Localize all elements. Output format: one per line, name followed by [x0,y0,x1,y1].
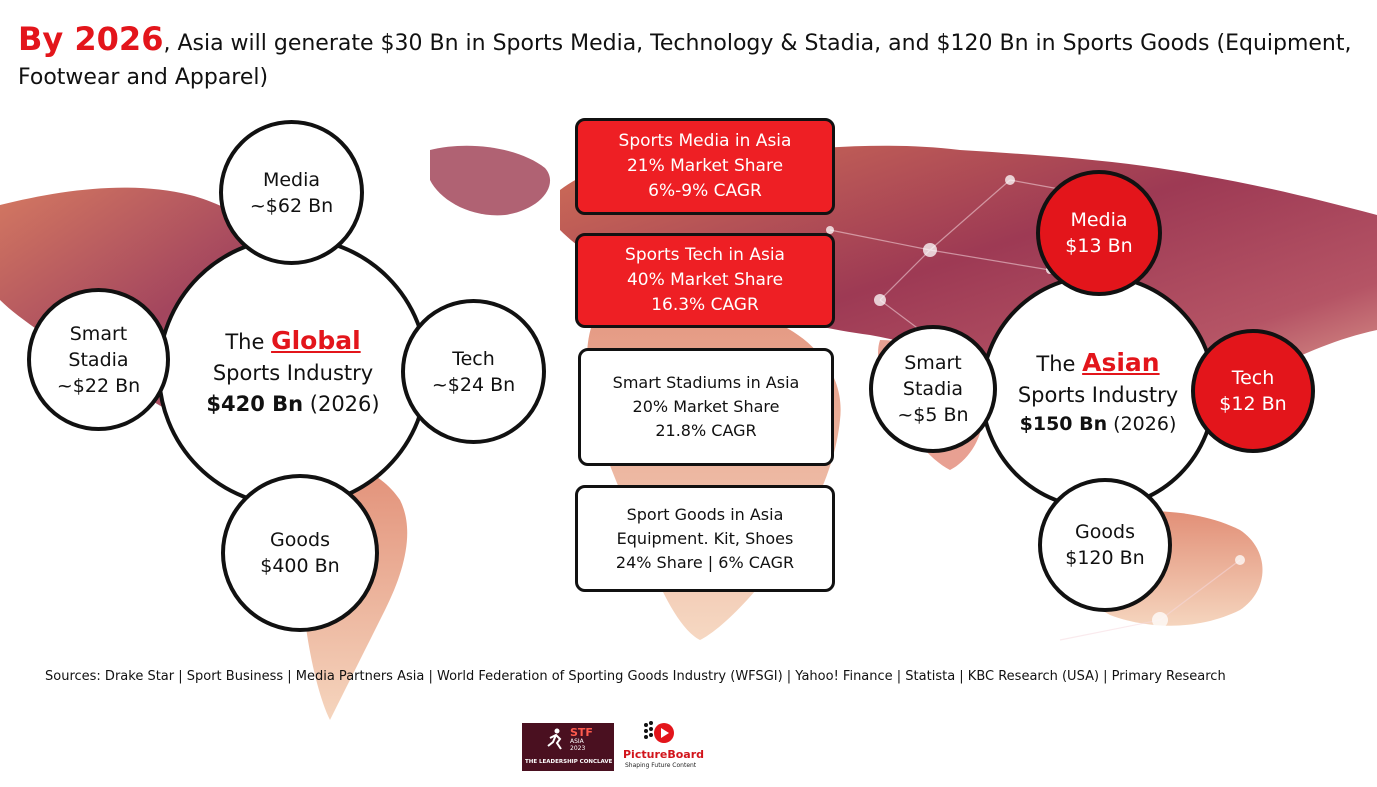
asian-goods-label: Goods [1075,521,1135,543]
global-total-value: $420 Bn [206,391,304,416]
box-sports-media-asia: Sports Media in Asia 21% Market Share 6%-9… [575,118,835,215]
global-goods-value: $400 Bn [260,555,340,577]
page-title: By 2026, Asia will generate $30 Bn in Sp… [18,22,1363,95]
play-dots-icon [644,721,674,743]
asian-media-circle: Media $13 Bn [1036,170,1162,296]
pictureboard-tagline: Shaping Future Content [625,762,697,769]
global-tech-circle: Tech ~$24 Bn [401,299,546,444]
global-stadia-value: ~$22 Bn [56,374,141,397]
asian-goods-value: $120 Bn [1065,547,1145,569]
runner-icon [547,728,562,750]
asian-tech-circle: Tech $12 Bn [1191,329,1315,453]
stf-logo-tagline: THE LEADERSHIP CONCLAVE [525,759,613,765]
sources-footnote: Sources: Drake Star | Sport Business | M… [45,669,1226,684]
asian-center-circle: The Asian Sports Industry $150 Bn (2026) [980,274,1216,510]
asian-goods-circle: Goods $120 Bn [1038,478,1172,612]
stf-logo-word: STF [570,726,593,739]
global-center-subtitle: Sports Industry [212,360,374,385]
global-media-circle: Media ~$62 Bn [219,120,364,265]
global-tech-value: ~$24 Bn [431,373,516,396]
title-rest: , Asia will generate $30 Bn in Sports Me… [18,31,1352,90]
global-media-value: ~$62 Bn [249,194,334,217]
global-goods-label: Goods [270,529,330,551]
asian-center-subtitle: Sports Industry [1017,383,1179,407]
pictureboard-name: PictureBoard [623,748,704,761]
title-lead: By 2026 [18,20,164,58]
asian-media-value: $13 Bn [1065,235,1133,257]
global-tech-label: Tech [452,347,495,370]
asian-accent-word: Asian [1082,348,1160,377]
global-accent-word: Global [271,325,361,355]
box-smart-stadiums-asia: Smart Stadiums in Asia 20% Market Share 21… [578,348,834,466]
asian-total-value: $150 Bn [1019,413,1108,435]
pictureboard-logo: PictureBoard Shaping Future Content [623,720,705,772]
asian-tech-value: $12 Bn [1219,393,1287,415]
asian-tech-label: Tech [1231,367,1275,389]
stf-asia-logo: STF ASIA 2023 THE LEADERSHIP CONCLAVE [522,723,614,771]
asian-stadia-value: ~$5 Bn [897,404,969,426]
box-sport-goods-asia: Sport Goods in Asia Equipment. Kit, Shoes… [575,485,835,592]
asian-stadia-circle: Smart Stadia ~$5 Bn [869,325,997,453]
box-sports-tech-asia: Sports Tech in Asia 40% Market Share 16.3%… [575,233,835,328]
global-goods-circle: Goods $400 Bn [221,474,379,632]
global-center-circle: The Global Sports Industry $420 Bn (2026… [157,236,429,508]
global-media-label: Media [262,168,321,191]
asian-media-label: Media [1070,209,1128,231]
global-stadia-circle: Smart Stadia ~$22 Bn [27,288,170,431]
